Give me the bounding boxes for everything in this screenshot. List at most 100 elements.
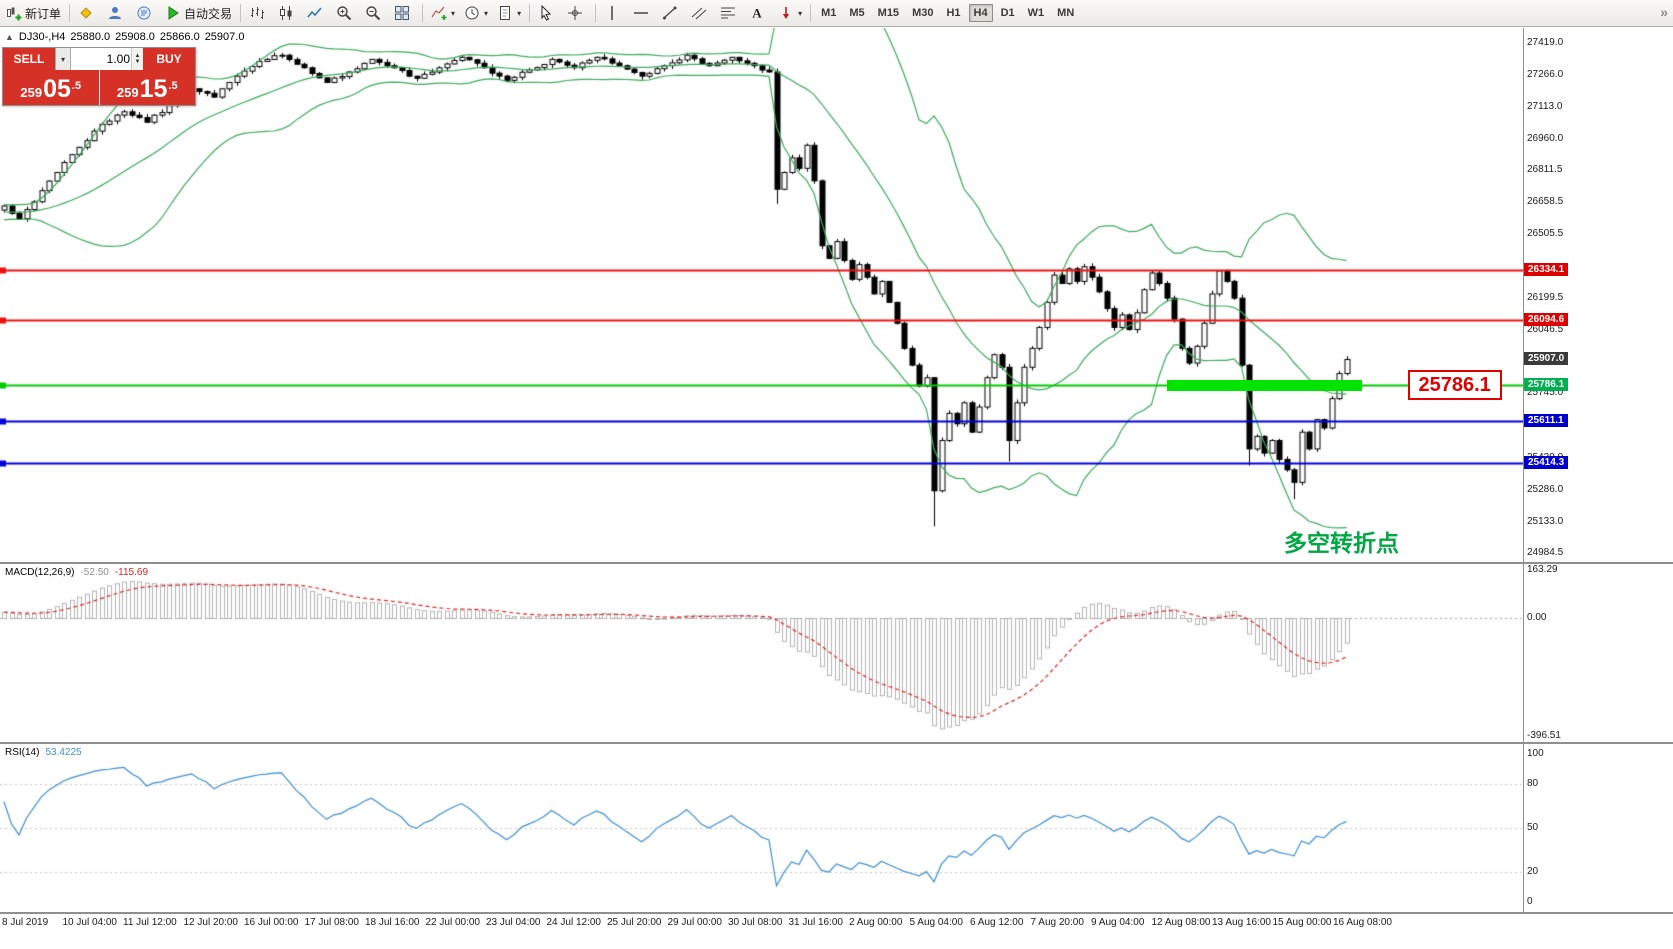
stepper-up-icon[interactable]: ▲ <box>134 53 141 59</box>
time-axis-label: 10 Jul 04:00 <box>62 917 118 928</box>
pane-separator[interactable] <box>0 912 1673 914</box>
price-tag-25786.1[interactable]: 25786.1 <box>1524 377 1569 391</box>
toolbar-tile-windows-button[interactable] <box>390 1 418 25</box>
toolbar-vertical-line-button[interactable] <box>600 1 628 25</box>
toolbar-channel-button[interactable] <box>687 1 715 25</box>
price-callout-label[interactable]: 25786.1 <box>1407 369 1502 400</box>
price-axis-label: 25133.0 <box>1527 515 1564 527</box>
toolbar-autotrade-button[interactable]: 自动交易 <box>161 1 236 25</box>
macd-pane-canvas[interactable] <box>0 564 1523 742</box>
rsi-pane-canvas[interactable] <box>0 744 1523 912</box>
price-tag-25414.3[interactable]: 25414.3 <box>1524 455 1569 469</box>
price-axis-label: 26199.5 <box>1527 292 1564 304</box>
toolbar-community-button[interactable] <box>103 1 131 25</box>
rsi-axis-label: 100 <box>1527 748 1544 759</box>
toolbar-separator <box>240 4 242 22</box>
toolbar-fibonacci-button[interactable] <box>716 1 744 25</box>
chevron-down-icon: ▾ <box>484 8 489 18</box>
price-axis-label: 27419.0 <box>1527 36 1564 48</box>
volume-dropdown-icon[interactable]: ▾ <box>55 48 71 70</box>
toolbar-line-chart-button[interactable] <box>303 1 331 25</box>
price-axis-label: 25286.0 <box>1527 483 1564 495</box>
rsi-axis-label: 0 <box>1527 896 1533 907</box>
toolbar-bars-chart-button[interactable] <box>245 1 273 25</box>
rsi-value: 53.4225 <box>45 747 82 758</box>
price-tag-25907.0[interactable]: 25907.0 <box>1524 352 1569 366</box>
toolbar-trendline-button[interactable] <box>658 1 686 25</box>
chevron-down-icon: ▾ <box>451 8 456 18</box>
pane-separator[interactable] <box>0 742 1673 744</box>
volume-stepper[interactable]: ▲ ▼ <box>131 48 143 70</box>
price-tag-26094.6[interactable]: 26094.6 <box>1524 313 1569 327</box>
price-tag-26334.1[interactable]: 26334.1 <box>1524 263 1569 277</box>
toolbar-separator <box>529 4 531 22</box>
price-axis-label: 24984.5 <box>1527 546 1564 558</box>
buy-button[interactable]: BUY <box>143 48 195 70</box>
toolbar-separator <box>69 4 71 22</box>
news-icon <box>136 5 152 21</box>
timeframe-H1-button[interactable]: H1 <box>946 7 961 19</box>
toolbar-horizontal-line-button[interactable] <box>629 1 657 25</box>
timeframe-M30-button[interactable]: M30 <box>912 7 934 19</box>
chevron-down-icon: ▾ <box>798 8 803 18</box>
price-tag-25611.1[interactable]: 25611.1 <box>1524 414 1568 428</box>
highlight-box[interactable] <box>1166 379 1362 391</box>
symbol-name: DJ30-,H4 <box>18 31 66 43</box>
price-axis[interactable]: 27419.0 27266.0 27113.0 26960.0 26811.5 26658… <box>1524 28 1672 914</box>
time-axis-label: 29 Jul 00:00 <box>667 917 723 928</box>
main-chart-canvas[interactable] <box>0 28 1523 562</box>
timeframe-W1-button[interactable]: W1 <box>1027 7 1045 19</box>
toolbar-periods-button[interactable]: ▾ <box>460 1 492 25</box>
bars-chart-icon <box>249 5 265 21</box>
cursor-icon <box>538 5 554 21</box>
toolbar-overflow-icon[interactable]: » <box>1660 4 1668 20</box>
timeframe-M5-button[interactable]: M5 <box>849 7 865 19</box>
price-axis-label: 26505.5 <box>1527 228 1564 240</box>
timeframe-D1-button[interactable]: D1 <box>1000 7 1015 19</box>
time-axis-label: 6 Aug 12:00 <box>970 917 1024 928</box>
macd-main-value: -52.50 <box>80 567 109 578</box>
toolbar-indicators-button[interactable]: ▾ <box>427 1 459 25</box>
time-axis-label: 31 Jul 16:00 <box>788 917 844 928</box>
time-axis[interactable]: 8 Jul 2019 10 Jul 04:00 11 Jul 12:00 12 Jul… <box>0 914 1673 949</box>
buy-price[interactable]: 259 15.5 <box>99 70 195 105</box>
timeframe-MN-button[interactable]: MN <box>1057 7 1075 19</box>
symbol-ohlc-header: ▲ DJ30-,H4 25880.0 25908.0 25866.0 25907.0 <box>5 31 249 43</box>
macd-signal-value: -115.69 <box>114 567 149 578</box>
rsi-axis-label: 50 <box>1527 822 1539 833</box>
line-chart-icon <box>307 5 323 21</box>
channel-icon <box>691 5 707 21</box>
time-axis-label: 22 Jul 00:00 <box>425 917 481 928</box>
toolbar-text-button[interactable]: A <box>745 1 773 25</box>
stepper-down-icon[interactable]: ▼ <box>134 59 141 65</box>
toolbar-arrows-button[interactable]: ▾ <box>774 1 806 25</box>
price-axis-border <box>1523 28 1524 914</box>
toolbar: » 新订单 自动交易 ▾ ▾ ▾ A ▾ M1 M5 M15 M30 H1 H4 D1 W1 MN <box>0 0 1673 27</box>
price-axis-label: 26811.5 <box>1527 164 1563 176</box>
toolbar-candles-chart-button[interactable] <box>274 1 302 25</box>
time-axis-label: 12 Jul 20:00 <box>183 917 239 928</box>
volume-field[interactable]: 1.00 <box>71 48 131 70</box>
toolbar-cursor-button[interactable] <box>534 1 562 25</box>
zoom-out-icon <box>365 5 381 21</box>
annotation-text[interactable]: 多空转折点 <box>1284 530 1399 556</box>
toolbar-zoom-out-button[interactable] <box>361 1 389 25</box>
toolbar-mql5-button[interactable] <box>74 1 102 25</box>
toolbar-new-order-button[interactable]: 新订单 <box>2 1 65 25</box>
collapse-icon[interactable]: ▲ <box>5 32 14 42</box>
mql5-icon <box>78 5 94 21</box>
timeframe-H4-button[interactable]: H4 <box>968 4 993 22</box>
timeframe-M15-button[interactable]: M15 <box>877 7 900 19</box>
toolbar-crosshair-button[interactable] <box>563 1 591 25</box>
time-axis-label: 5 Aug 04:00 <box>909 917 963 928</box>
pane-separator[interactable] <box>0 562 1673 564</box>
buy-price-big: 15 <box>139 75 168 103</box>
toolbar-news-button[interactable] <box>132 1 160 25</box>
time-axis-label: 13 Aug 16:00 <box>1212 917 1271 928</box>
sell-button[interactable]: SELL <box>3 48 55 70</box>
tile-windows-icon <box>394 5 410 21</box>
timeframe-M1-button[interactable]: M1 <box>821 7 837 19</box>
toolbar-templates-button[interactable]: ▾ <box>493 1 525 25</box>
sell-price[interactable]: 259 05.5 <box>3 70 100 105</box>
toolbar-zoom-in-button[interactable] <box>332 1 360 25</box>
